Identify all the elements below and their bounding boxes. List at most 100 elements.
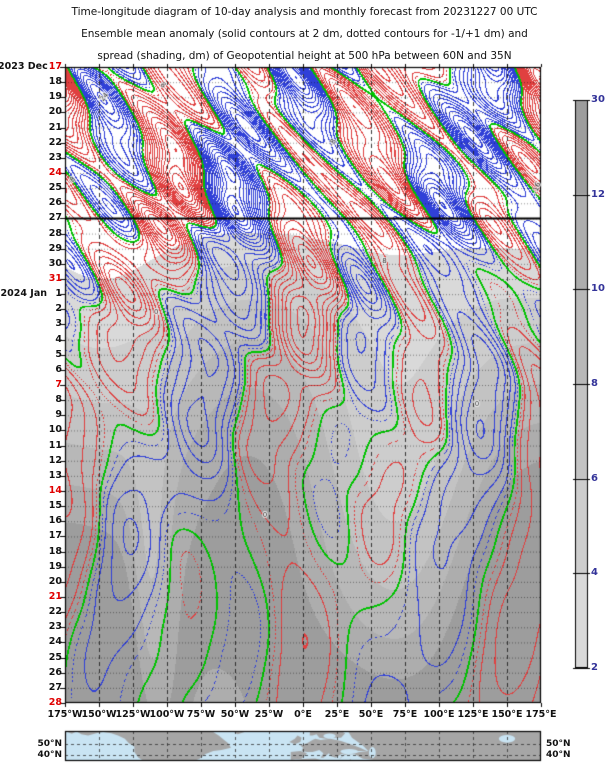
- day-number: 11: [48, 439, 62, 451]
- date-tick-label: 8: [0, 395, 62, 405]
- date-tick-label: 11: [0, 439, 62, 451]
- colorbar-tick-label: 12: [591, 188, 605, 200]
- day-number: 26: [48, 197, 62, 209]
- title-line-3: spread (shading, dm) of Geopotential hei…: [97, 50, 512, 62]
- date-tick-label: 20: [0, 107, 62, 117]
- longitude-tick-label: 100°W: [149, 709, 185, 720]
- date-tick-label: 30: [0, 257, 62, 269]
- date-tick-label: 14: [0, 486, 62, 496]
- day-number: 25: [48, 182, 62, 194]
- longitude-tick-label: 75°E: [392, 709, 418, 720]
- colorbar-tick-label: 10: [591, 283, 605, 295]
- date-tick-label: 15: [0, 501, 62, 511]
- date-tick-label: 2: [0, 304, 62, 314]
- longitude-tick-label: 175°W: [47, 709, 83, 720]
- date-tick-label: 26: [0, 198, 62, 208]
- date-tick-label: 31: [0, 274, 62, 284]
- day-number: 19: [48, 91, 62, 103]
- date-tick-label: 21: [0, 121, 62, 133]
- month-label: 2024 Jan: [0, 288, 47, 300]
- date-tick-label: 25: [0, 651, 62, 663]
- day-number: 24: [48, 167, 62, 178]
- date-tick-label: 27: [0, 213, 62, 223]
- day-number: 22: [48, 136, 62, 148]
- day-number: 14: [48, 485, 62, 496]
- date-tick-label: 28: [0, 227, 62, 239]
- date-tick-label: 12: [0, 454, 62, 466]
- date-tick-label: 28: [0, 698, 62, 708]
- day-number: 17: [48, 61, 62, 72]
- date-tick-label: 27: [0, 681, 62, 693]
- day-number: 20: [48, 106, 62, 118]
- day-number: 31: [48, 273, 62, 284]
- colorbar-tick-label: 30: [591, 94, 605, 105]
- map-latitude-label-left: 50°N: [37, 739, 62, 750]
- day-number: 19: [48, 560, 62, 572]
- day-number: 26: [48, 666, 62, 678]
- colorbar-tick-label: 8: [591, 378, 598, 389]
- day-number: 13: [48, 469, 62, 481]
- day-number: 18: [48, 76, 62, 88]
- map-latitude-label-right: 40°N: [546, 750, 571, 761]
- date-tick-label: 26: [0, 666, 62, 678]
- day-number: 24: [48, 636, 62, 648]
- day-number: 28: [48, 227, 62, 239]
- colorbar-tick-label: 6: [591, 472, 598, 484]
- map-latitude-label-left: 40°N: [37, 750, 62, 761]
- date-tick-label: 17: [0, 531, 62, 541]
- date-tick-label: 4: [0, 334, 62, 345]
- day-number: 23: [48, 151, 62, 163]
- date-tick-label: 24: [0, 637, 62, 647]
- day-number: 27: [48, 212, 62, 224]
- longitude-tick-label: 0°E: [294, 709, 312, 720]
- day-number: 27: [48, 681, 62, 693]
- day-number: 30: [48, 257, 62, 269]
- date-tick-label: 23: [0, 151, 62, 163]
- longitude-tick-label: 100°E: [423, 709, 455, 720]
- date-tick-label: 23: [0, 622, 62, 632]
- date-tick-label: 24: [0, 168, 62, 178]
- date-tick-label: 19: [0, 92, 62, 102]
- day-number: 25: [48, 651, 62, 663]
- date-tick-label: 18: [0, 546, 62, 557]
- day-number: 3: [55, 318, 62, 330]
- longitude-tick-label: 75°W: [186, 709, 216, 720]
- longitude-tick-label: 25°W: [254, 709, 284, 720]
- date-tick-label: 29: [0, 242, 62, 254]
- date-tick-label: 10: [0, 425, 62, 435]
- day-number: 7: [55, 379, 62, 390]
- date-tick-label: 2024 Jan 1: [0, 289, 62, 299]
- day-number: 21: [48, 121, 62, 133]
- day-number: 15: [48, 500, 62, 512]
- date-tick-label: 25: [0, 183, 62, 193]
- day-number: 17: [48, 530, 62, 542]
- longitude-tick-label: 175°E: [525, 709, 557, 720]
- longitude-tick-label: 150°W: [81, 709, 117, 720]
- longitude-tick-label: 25°E: [324, 709, 350, 720]
- day-number: 29: [48, 242, 62, 254]
- day-number: 5: [55, 348, 62, 360]
- colorbar-tick-label: 2: [591, 662, 598, 673]
- day-number: 8: [55, 394, 62, 406]
- day-number: 2: [55, 303, 62, 315]
- date-tick-label: 13: [0, 469, 62, 481]
- date-tick-label: 22: [0, 607, 62, 617]
- date-tick-label: 16: [0, 516, 62, 526]
- longitude-tick-label: 125°E: [457, 709, 489, 720]
- day-number: 12: [48, 454, 62, 466]
- day-number: 10: [48, 424, 62, 436]
- date-tick-label: 9: [0, 410, 62, 420]
- longitude-tick-label: 50°E: [358, 709, 384, 720]
- date-tick-label: 3: [0, 319, 62, 329]
- date-tick-label: 21: [0, 592, 62, 602]
- day-number: 20: [48, 575, 62, 587]
- date-tick-label: 18: [0, 77, 62, 87]
- date-tick-label: 2023 Dec 17: [0, 62, 62, 72]
- title-line-2: Ensemble mean anomaly (solid contours at…: [81, 28, 528, 40]
- title-line-1: Time-longitude diagram of 10-day analysi…: [71, 6, 538, 18]
- date-tick-label: 7: [0, 380, 62, 390]
- date-tick-label: 20: [0, 575, 62, 587]
- day-number: 28: [48, 697, 62, 708]
